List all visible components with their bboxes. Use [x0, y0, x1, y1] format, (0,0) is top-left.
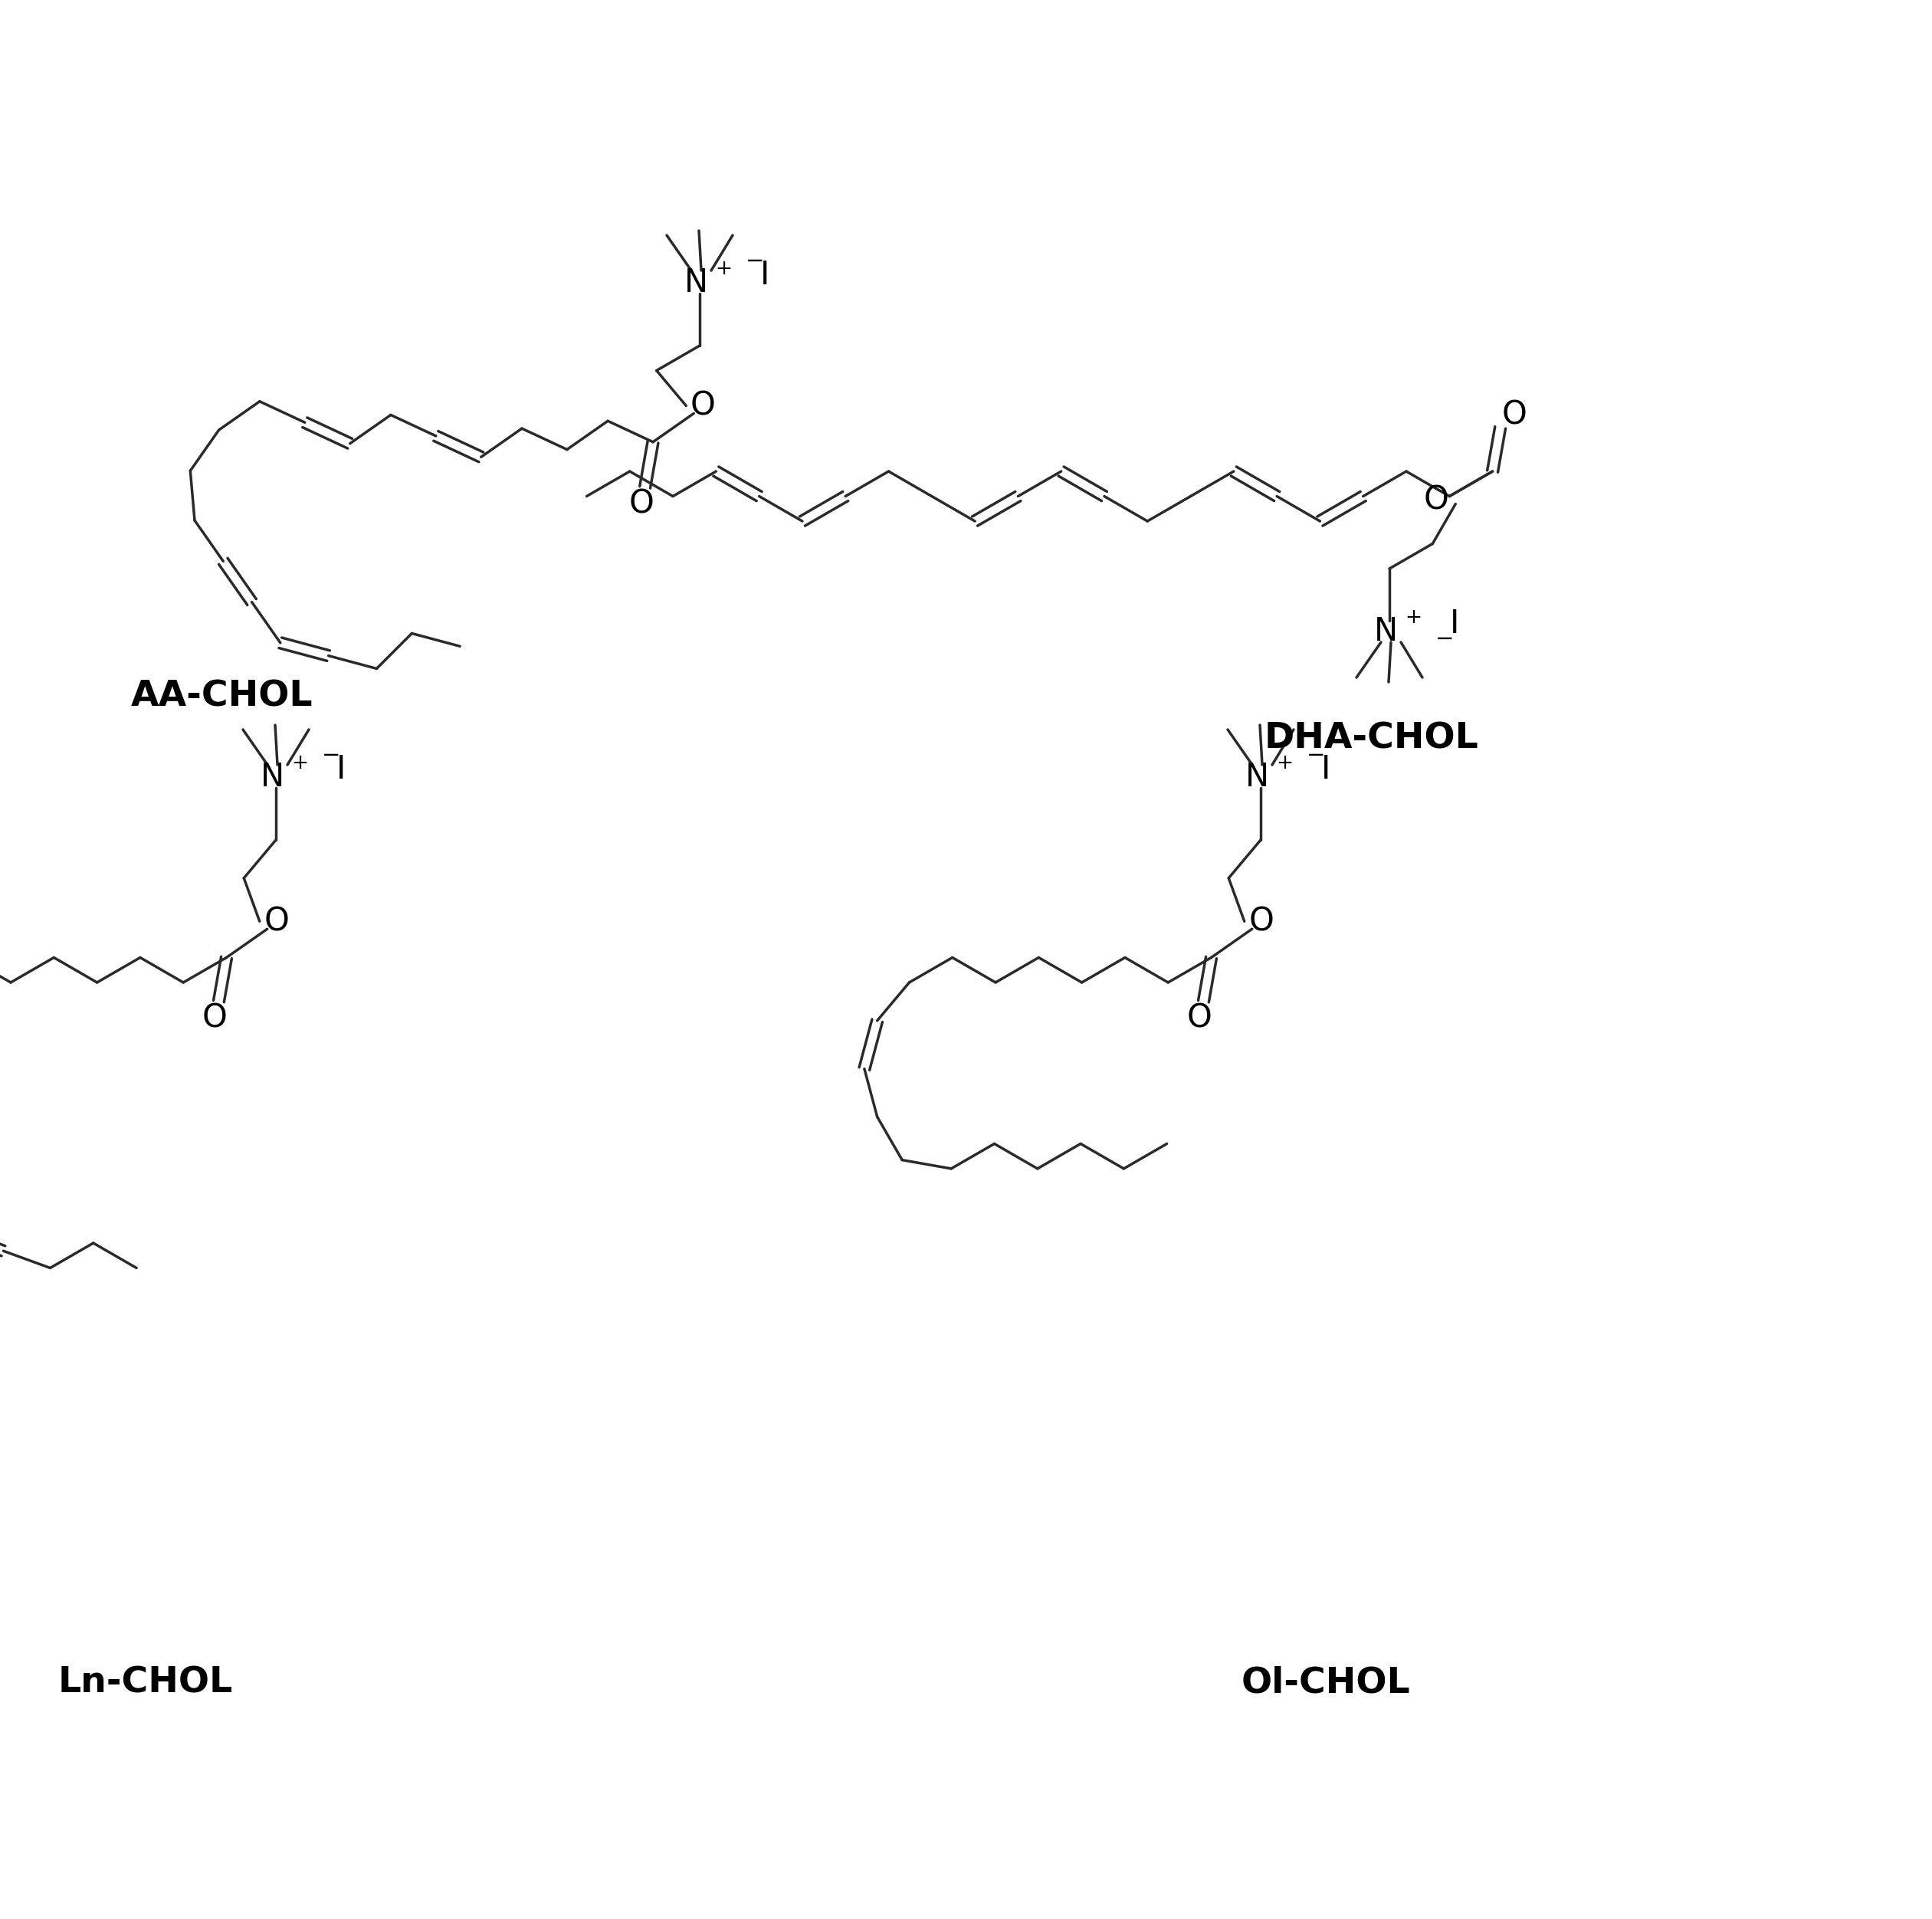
- Text: AA-CHOL: AA-CHOL: [131, 679, 313, 714]
- Text: I: I: [759, 259, 769, 292]
- Text: N: N: [1244, 762, 1269, 793]
- Text: O: O: [1186, 1002, 1211, 1034]
- Text: +: +: [715, 259, 732, 278]
- Text: N: N: [684, 267, 707, 299]
- Text: O: O: [1424, 484, 1449, 516]
- Text: −: −: [746, 251, 765, 272]
- Text: −: −: [323, 745, 340, 766]
- Text: I: I: [1449, 608, 1459, 639]
- Text: +: +: [1275, 754, 1293, 773]
- Text: O: O: [265, 906, 290, 936]
- Text: O: O: [203, 1002, 228, 1034]
- Text: +: +: [292, 754, 307, 773]
- Text: N: N: [261, 762, 284, 793]
- Text: Ln-CHOL: Ln-CHOL: [58, 1666, 234, 1700]
- Text: −: −: [1306, 745, 1325, 766]
- Text: Ol-CHOL: Ol-CHOL: [1240, 1666, 1410, 1700]
- Text: N: N: [1374, 616, 1397, 647]
- Text: I: I: [336, 754, 346, 785]
- Text: −: −: [1435, 628, 1455, 651]
- Text: O: O: [1501, 399, 1526, 432]
- Text: DHA-CHOL: DHA-CHOL: [1265, 722, 1480, 756]
- Text: +: +: [1405, 608, 1422, 628]
- Text: O: O: [690, 390, 715, 422]
- Text: I: I: [1321, 754, 1331, 785]
- Text: O: O: [1248, 906, 1273, 936]
- Text: O: O: [628, 487, 653, 520]
